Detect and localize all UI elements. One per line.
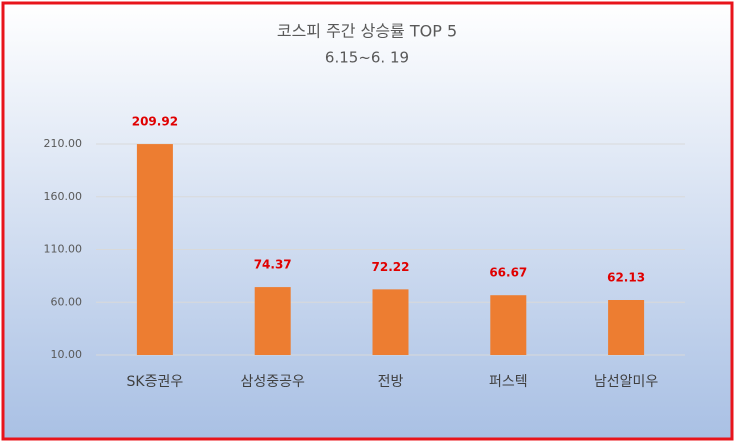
- x-tick-label: 퍼스텍: [489, 374, 528, 390]
- bar: [490, 295, 527, 355]
- x-tick-label: SK증권우: [127, 374, 184, 390]
- x-tick-label: 남선알미우: [594, 374, 659, 390]
- bar: [372, 289, 409, 355]
- data-label: 209.92: [132, 115, 178, 129]
- y-tick-label: 110.00: [44, 243, 83, 256]
- data-label: 66.67: [489, 266, 527, 280]
- bar: [136, 144, 173, 355]
- x-tick-label: 삼성중공우: [240, 374, 305, 390]
- y-tick-label: 160.00: [44, 190, 83, 203]
- y-tick-label: 210.00: [44, 137, 83, 150]
- chart-title: 코스피 주간 상승률 TOP 5: [277, 22, 457, 41]
- data-label: 72.22: [372, 260, 410, 274]
- y-tick-label: 60.00: [51, 295, 83, 308]
- bar: [608, 300, 645, 355]
- data-label: 62.13: [607, 271, 645, 285]
- data-label: 74.37: [254, 258, 292, 272]
- bar: [254, 287, 291, 355]
- y-tick-label: 10.00: [51, 348, 83, 361]
- x-tick-label: 전방: [378, 374, 404, 390]
- chart-subtitle: 6.15~6. 19: [325, 49, 409, 67]
